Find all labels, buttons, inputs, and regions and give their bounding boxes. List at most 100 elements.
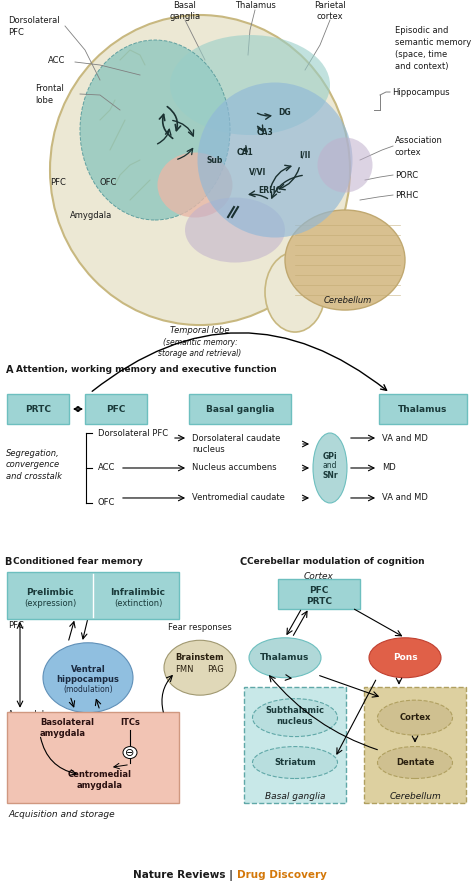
Ellipse shape	[164, 640, 236, 695]
Text: B: B	[4, 557, 11, 567]
Ellipse shape	[318, 138, 373, 193]
Text: PFC: PFC	[8, 621, 24, 629]
Ellipse shape	[185, 197, 285, 262]
Text: MD: MD	[382, 463, 396, 472]
Text: Acquisition and storage: Acquisition and storage	[8, 811, 115, 820]
Text: Striatum: Striatum	[274, 758, 316, 767]
Text: DG: DG	[279, 108, 292, 116]
Text: Basal ganglia: Basal ganglia	[265, 792, 325, 801]
FancyBboxPatch shape	[379, 394, 467, 424]
Text: Thalamus: Thalamus	[235, 1, 275, 10]
Text: hippocampus: hippocampus	[56, 676, 119, 685]
Text: ACC: ACC	[98, 463, 115, 472]
Text: Amygdala: Amygdala	[70, 211, 112, 220]
Text: ⊖: ⊖	[125, 748, 135, 757]
Text: Pons: Pons	[392, 653, 417, 662]
FancyBboxPatch shape	[278, 579, 360, 609]
Text: Fear responses: Fear responses	[168, 623, 232, 632]
Text: Subthalamic: Subthalamic	[265, 706, 325, 715]
Ellipse shape	[253, 747, 337, 779]
Ellipse shape	[170, 35, 330, 135]
Ellipse shape	[253, 699, 337, 737]
FancyBboxPatch shape	[7, 394, 69, 424]
Text: (expression): (expression)	[24, 599, 76, 608]
Text: Thalamus: Thalamus	[398, 404, 447, 413]
Text: Basal: Basal	[173, 1, 196, 10]
Text: CA1: CA1	[237, 148, 254, 156]
Text: Drug Discovery: Drug Discovery	[237, 870, 327, 880]
Text: and crosstalk: and crosstalk	[6, 472, 62, 482]
Text: and: and	[323, 461, 337, 470]
Text: OFC: OFC	[98, 499, 115, 508]
Text: Temporal lobe: Temporal lobe	[170, 325, 230, 334]
Ellipse shape	[43, 643, 133, 713]
Text: semantic memory: semantic memory	[395, 37, 471, 46]
FancyBboxPatch shape	[7, 711, 179, 804]
Text: GPi: GPi	[323, 452, 337, 461]
Ellipse shape	[377, 747, 453, 779]
Text: Ventral: Ventral	[71, 665, 105, 674]
Text: Hippocampus: Hippocampus	[392, 87, 450, 97]
Text: Parietal: Parietal	[314, 1, 346, 10]
Ellipse shape	[313, 433, 347, 503]
Text: storage and retrieval): storage and retrieval)	[158, 348, 242, 357]
Text: PFC: PFC	[310, 587, 328, 596]
Text: Cerebellar modulation of cognition: Cerebellar modulation of cognition	[247, 557, 425, 566]
Text: nucleus: nucleus	[192, 444, 225, 453]
Ellipse shape	[123, 747, 137, 758]
Ellipse shape	[198, 83, 353, 237]
Text: PORC: PORC	[395, 171, 418, 180]
Text: ERHC: ERHC	[258, 186, 282, 195]
Ellipse shape	[80, 40, 230, 220]
Text: VA and MD: VA and MD	[382, 493, 428, 502]
FancyBboxPatch shape	[85, 394, 147, 424]
Text: Episodic and: Episodic and	[395, 26, 448, 35]
Text: Dorsolateral caudate: Dorsolateral caudate	[192, 434, 281, 443]
Text: Frontal: Frontal	[35, 84, 64, 92]
Text: cortex: cortex	[395, 148, 422, 156]
FancyBboxPatch shape	[7, 572, 179, 619]
Ellipse shape	[265, 252, 325, 332]
Text: Prelimbic: Prelimbic	[26, 589, 74, 597]
Text: Amygdala: Amygdala	[8, 709, 50, 718]
Text: Cortex: Cortex	[399, 713, 431, 722]
Text: PRHC: PRHC	[395, 190, 418, 199]
Text: (modulation): (modulation)	[63, 685, 113, 694]
Ellipse shape	[249, 637, 321, 677]
Text: Centromedial: Centromedial	[68, 770, 132, 779]
Text: ITCs: ITCs	[120, 718, 140, 727]
Text: Nature Reviews |: Nature Reviews |	[133, 869, 237, 881]
Text: PFC: PFC	[50, 178, 66, 187]
Text: Cortex: Cortex	[304, 573, 334, 581]
Text: Cerebellum: Cerebellum	[389, 792, 441, 801]
Text: V/VI: V/VI	[249, 167, 267, 177]
Text: Infralimbic: Infralimbic	[110, 589, 165, 597]
FancyBboxPatch shape	[189, 394, 291, 424]
Ellipse shape	[285, 210, 405, 310]
Text: FMN: FMN	[175, 665, 193, 674]
Ellipse shape	[157, 153, 233, 218]
Text: Cerebellum: Cerebellum	[324, 295, 372, 305]
Text: VA and MD: VA and MD	[382, 434, 428, 443]
Text: Nucleus accumbens: Nucleus accumbens	[192, 463, 277, 472]
FancyBboxPatch shape	[244, 686, 346, 804]
Ellipse shape	[369, 637, 441, 677]
Text: nucleus: nucleus	[277, 717, 313, 726]
Text: ganglia: ganglia	[169, 12, 201, 20]
Text: Conditioned fear memory: Conditioned fear memory	[13, 557, 143, 566]
Text: Attention, working memory and executive function: Attention, working memory and executive …	[16, 365, 277, 374]
Text: (space, time: (space, time	[395, 50, 447, 59]
Text: lobe: lobe	[35, 95, 53, 105]
Text: Segregation,: Segregation,	[6, 449, 60, 458]
Text: (extinction): (extinction)	[114, 599, 162, 608]
Text: Dentate: Dentate	[396, 758, 434, 767]
Text: Brainstem: Brainstem	[176, 653, 224, 662]
FancyBboxPatch shape	[364, 686, 466, 804]
Text: and context): and context)	[395, 61, 448, 70]
Text: I/II: I/II	[299, 150, 310, 159]
Text: Dorsolateral: Dorsolateral	[8, 15, 60, 25]
Text: amygdala: amygdala	[40, 729, 86, 738]
Text: PRTC: PRTC	[306, 597, 332, 606]
Text: A: A	[6, 365, 13, 375]
Text: SNr: SNr	[322, 471, 338, 480]
